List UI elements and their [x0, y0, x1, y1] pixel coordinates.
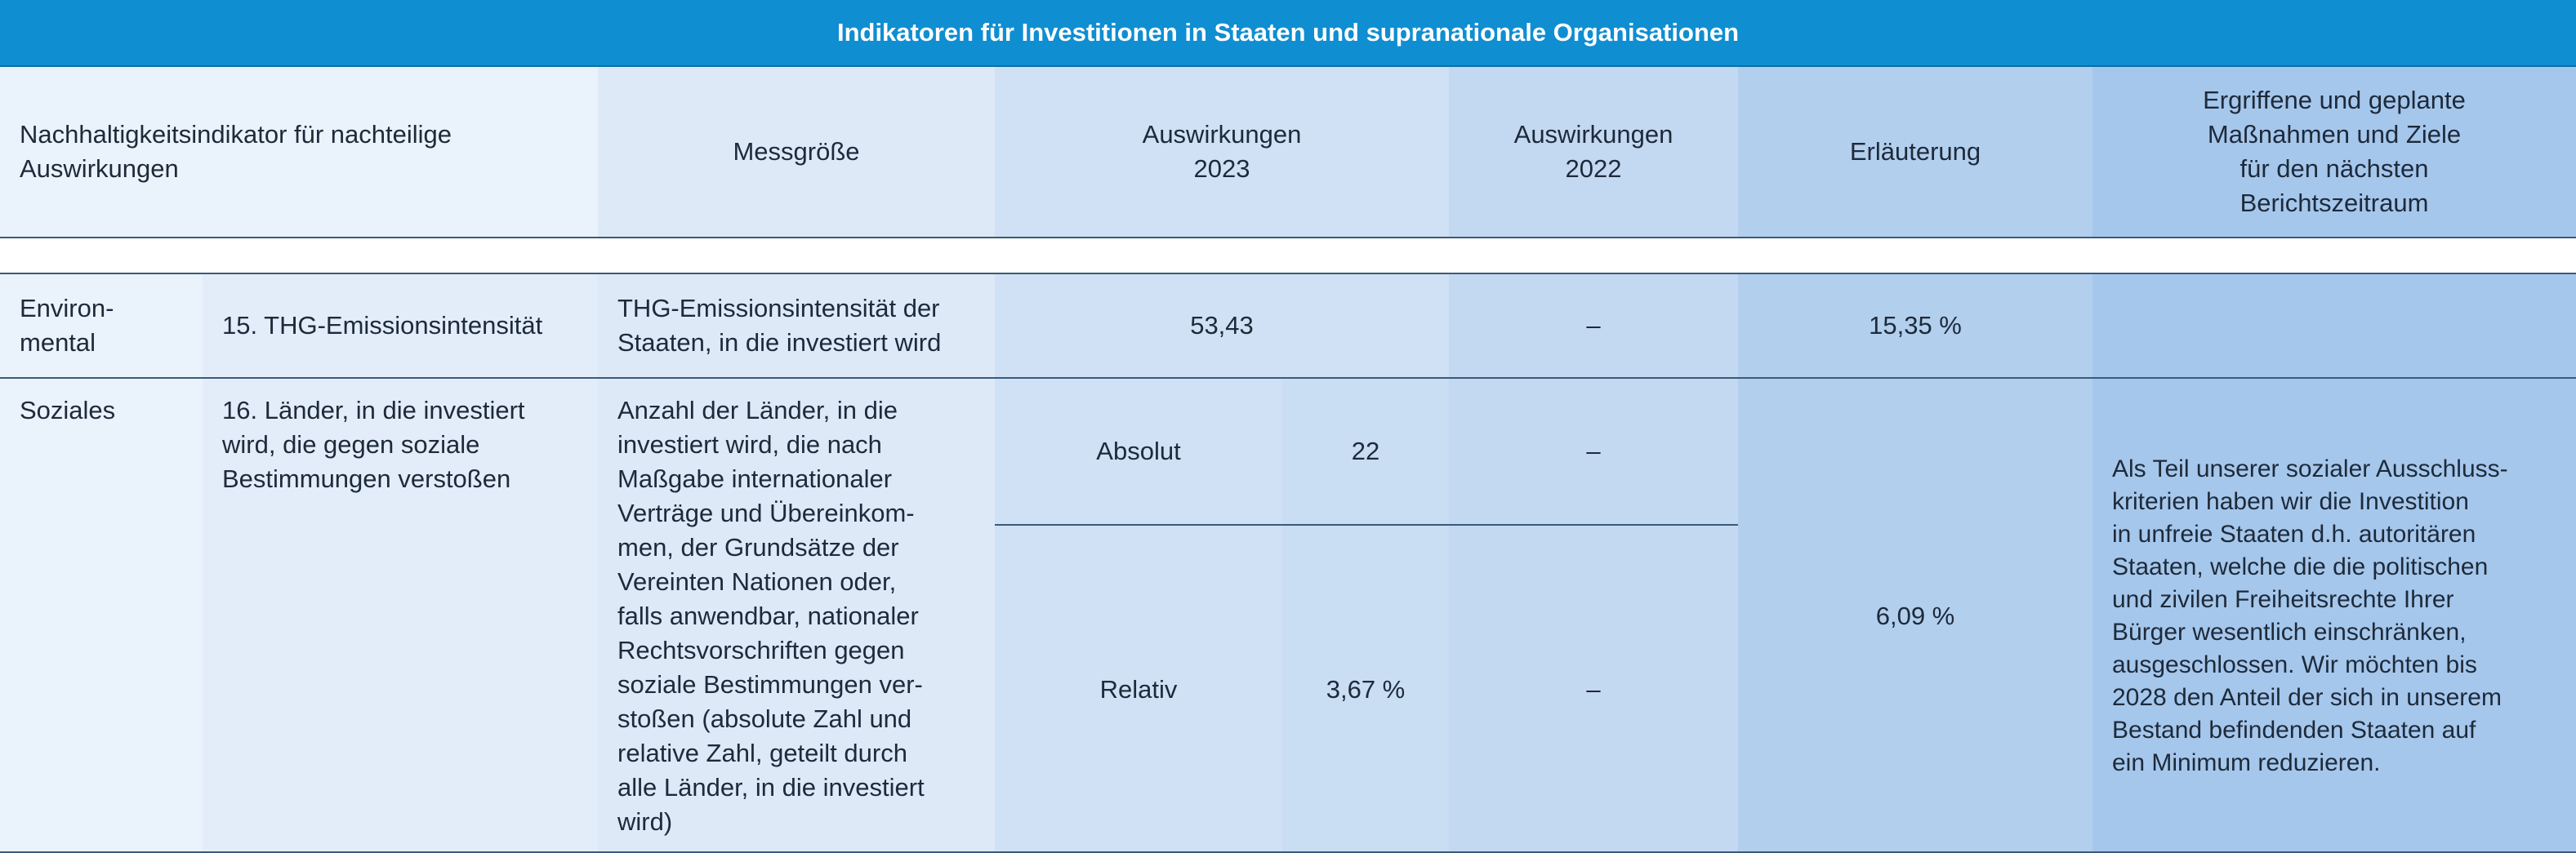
header-impact-2023: Auswirkungen 2023 — [995, 67, 1449, 237]
header-measures: Ergriffene und geplante Maßnahmen und Zi… — [2092, 67, 2576, 237]
env-impact-2023: 53,43 — [995, 274, 1449, 377]
social-explanation: 6,09 % — [1738, 379, 2092, 853]
env-metric: THG-Emissionsintensität der Staaten, in … — [598, 274, 995, 377]
social-measures: Als Teil unserer sozialer Ausschluss- kr… — [2092, 379, 2576, 853]
env-measures — [2092, 274, 2576, 377]
table-bottom-border — [0, 851, 2576, 853]
env-indicator: 15. THG-Emissionsintensität — [203, 274, 598, 377]
social-indicator: 16. Länder, in die investiert wird, die … — [203, 379, 598, 853]
row-divider — [0, 377, 2576, 379]
sub-row-divider — [995, 524, 1738, 526]
social-relative-value: 3,67 % — [1282, 526, 1449, 853]
social-absolute-2022: – — [1449, 379, 1738, 524]
social-relative-label: Relativ — [995, 526, 1282, 853]
table-title: Indikatoren für Investitionen in Staaten… — [0, 0, 2576, 67]
header-impact-2022: Auswirkungen 2022 — [1449, 67, 1738, 237]
social-relative-2022: – — [1449, 526, 1738, 853]
env-explanation: 15,35 % — [1738, 274, 2092, 377]
social-category: Soziales — [0, 379, 203, 853]
env-impact-2022: – — [1449, 274, 1738, 377]
social-absolute-label: Absolut — [995, 379, 1282, 524]
header-divider — [0, 237, 2576, 274]
social-metric: Anzahl der Länder, in die investiert wir… — [598, 379, 995, 853]
env-category: Environ- mental — [0, 274, 203, 377]
header-metric: Messgröße — [598, 67, 995, 237]
header-explanation: Erläuterung — [1738, 67, 2092, 237]
header-indicator: Nachhaltigkeitsindikator für nachteilige… — [0, 67, 598, 237]
social-absolute-value: 22 — [1282, 379, 1449, 524]
